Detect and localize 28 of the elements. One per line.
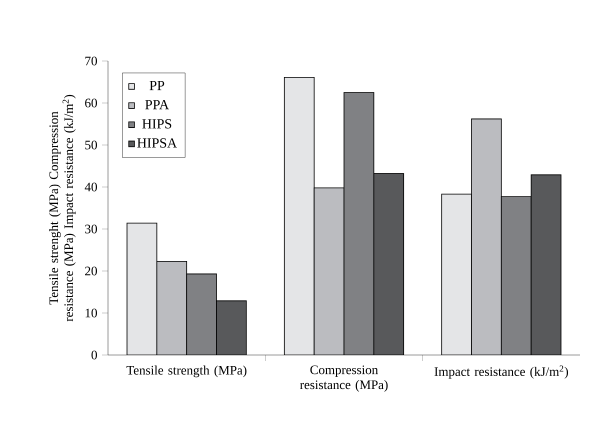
y-tick-label: 20 (85, 266, 97, 276)
x-tick-label: Tensile strength (MPa) (126, 366, 246, 378)
bar (314, 187, 344, 355)
bar (186, 274, 217, 355)
y-tick-label: 30 (85, 224, 97, 234)
y-tick-label: 0 (92, 350, 97, 360)
y-tick-label: 40 (84, 182, 97, 192)
bar (344, 92, 374, 355)
x-tick-label: Impact resistance (kJ/m$^{2}$) (434, 366, 568, 379)
bar (530, 174, 562, 355)
bar (441, 194, 472, 355)
legend-label: PP (150, 80, 164, 90)
bar (126, 222, 158, 355)
y-tick-label: 60 (85, 98, 97, 108)
y-tick-label: 10 (86, 308, 97, 318)
legend-label: HIPS (142, 119, 172, 129)
legend-label: PPA (145, 100, 170, 110)
bar (500, 196, 532, 355)
bar (156, 260, 188, 355)
y-tick-label: 70 (85, 56, 97, 66)
x-tick-label: Compression resistance (MPa) (300, 366, 388, 392)
bar (373, 173, 404, 355)
bar (471, 118, 502, 355)
bar (284, 76, 315, 355)
y-tick-label: 50 (85, 140, 97, 150)
bar (216, 300, 247, 355)
legend-label: HIPSA (137, 138, 178, 148)
y-axis-title: Tensile strenght (MPa) Compression resistance (MPa) Impact resistance (kJ/m$^{2}$) (49, 94, 76, 322)
